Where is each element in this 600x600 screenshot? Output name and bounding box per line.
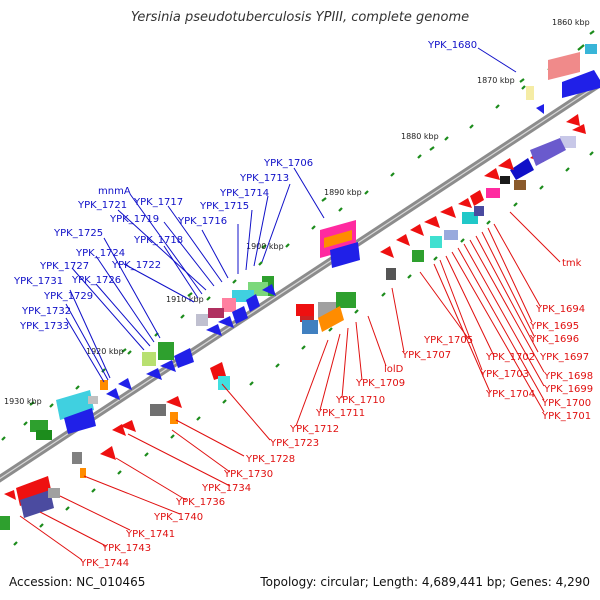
gene-label: YPK_1743 [101,543,151,554]
gene-label: YPK_1715 [199,201,249,212]
gene-label: YPK_1713 [239,173,289,184]
connectors-red [19,211,561,561]
gene-label: YPK_1728 [245,454,295,465]
gene-arrow [536,104,544,114]
gene-label: YPK_1726 [71,275,121,286]
gene-label: YPK_1722 [111,260,161,271]
gene-label: YPK_1680 [427,40,477,51]
gene-label: YPK_1744 [79,558,129,569]
gene-label: YPK_1734 [201,483,251,494]
gene-label: YPK_1697 [539,352,589,363]
gene-block [526,86,534,100]
kbp-label: 1930 kbp [4,397,42,406]
gene-blocks [0,44,600,530]
blue-gene-labels: YPK_1680 YPK_1706 YPK_1713 YPK_1714 YPK_… [13,40,477,332]
gene-label: lolD [384,364,404,375]
gene-label: YPK_1719 [109,214,159,225]
gene-label: YPK_1731 [13,276,63,287]
accession-text: Accession: NC_010465 [9,575,146,589]
kbp-label: 1880 kbp [401,132,439,141]
tick-marks [1,30,595,546]
genome-title: Yersinia pseudotuberculosis YPIII, compl… [130,10,470,25]
kbp-label: 1870 kbp [477,76,515,85]
gene-label: YPK_1694 [535,304,585,315]
gene-label: YPK_1727 [39,261,89,272]
kbp-label: 1910 kbp [166,295,204,304]
connectors-blue [65,47,517,383]
gene-label: YPK_1696 [529,334,579,345]
gene-label: YPK_1700 [541,398,591,409]
kbp-labels: 1860 kbp 1870 kbp 1880 kbp 1890 kbp 1900… [4,18,590,406]
gene-label: YPK_1695 [529,321,579,332]
kbp-label: 1920 kbp [86,347,124,356]
gene-label: YPK_1712 [289,424,339,435]
gene-label: YPK_1733 [19,321,69,332]
kbp-label: 1860 kbp [552,18,590,27]
gene-label: YPK_1699 [543,384,593,395]
gene-label: YPK_1730 [223,469,273,480]
gene-arrow [548,52,580,80]
gene-block [585,44,597,54]
gene-label: YPK_1732 [21,306,71,317]
gene-label: YPK_1709 [355,378,405,389]
gene-label: tmk [562,258,582,269]
topology-text: Topology: circular; Length: 4,689,441 bp… [260,575,590,589]
kbp-label: 1890 kbp [324,188,362,197]
gene-label: YPK_1724 [75,248,125,259]
gene-label: YPK_1716 [177,216,227,227]
gene-label: YPK_1711 [315,408,365,419]
gene-label: YPK_1702 [485,352,535,363]
gene-label: YPK_1698 [543,371,593,382]
gene-label: YPK_1706 [263,158,313,169]
gene-label: mnmA [98,186,131,197]
gene-label: YPK_1705 [423,335,473,346]
gene-label: YPK_1736 [175,497,225,508]
gene-label: YPK_1723 [269,438,319,449]
gene-label: YPK_1729 [43,291,93,302]
gene-label: YPK_1704 [485,389,535,400]
gene-label: YPK_1721 [77,200,127,211]
gene-label: YPK_1707 [401,350,451,361]
gene-label: YPK_1741 [125,529,175,540]
gene-label: YPK_1717 [133,197,183,208]
kbp-label: 1900 kbp [246,242,284,251]
gene-label: YPK_1740 [153,512,203,523]
gene-label: YPK_1718 [133,235,183,246]
red-gene-labels: tmk YPK_1694 YPK_1695 YPK_1696 YPK_1697 … [79,258,593,569]
gene-arrow [562,70,600,98]
gene-label: YPK_1710 [335,395,385,406]
gene-label: YPK_1725 [53,228,103,239]
gene-label: YPK_1701 [541,411,591,422]
gene-label: YPK_1714 [219,188,269,199]
gene-label: YPK_1703 [479,369,529,380]
